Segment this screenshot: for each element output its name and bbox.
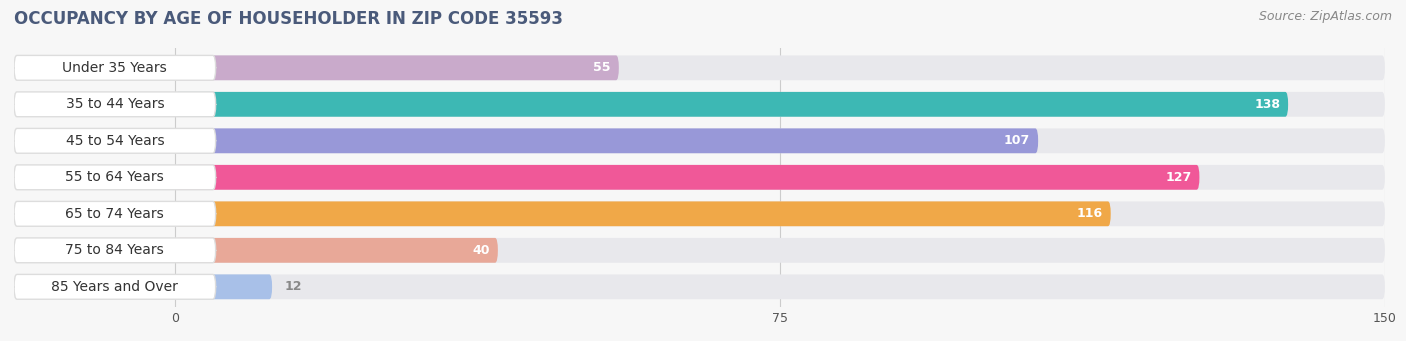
FancyBboxPatch shape	[176, 238, 498, 263]
FancyBboxPatch shape	[14, 275, 215, 299]
FancyBboxPatch shape	[176, 55, 619, 80]
Text: 40: 40	[472, 244, 489, 257]
FancyBboxPatch shape	[14, 129, 215, 153]
Text: 127: 127	[1166, 171, 1191, 184]
FancyBboxPatch shape	[176, 129, 1385, 153]
Text: 75 to 84 Years: 75 to 84 Years	[66, 243, 165, 257]
Text: 45 to 54 Years: 45 to 54 Years	[66, 134, 165, 148]
FancyBboxPatch shape	[176, 275, 1385, 299]
FancyBboxPatch shape	[176, 92, 1288, 117]
FancyBboxPatch shape	[14, 202, 215, 226]
FancyBboxPatch shape	[14, 92, 215, 117]
Text: 138: 138	[1254, 98, 1279, 111]
Text: Source: ZipAtlas.com: Source: ZipAtlas.com	[1258, 10, 1392, 23]
Text: Under 35 Years: Under 35 Years	[62, 61, 167, 75]
FancyBboxPatch shape	[176, 202, 1111, 226]
FancyBboxPatch shape	[14, 55, 215, 80]
FancyBboxPatch shape	[176, 202, 1385, 226]
FancyBboxPatch shape	[176, 275, 273, 299]
FancyBboxPatch shape	[176, 92, 1385, 117]
FancyBboxPatch shape	[176, 165, 1199, 190]
Text: 116: 116	[1077, 207, 1102, 220]
Text: 35 to 44 Years: 35 to 44 Years	[66, 97, 165, 111]
Text: 65 to 74 Years: 65 to 74 Years	[66, 207, 165, 221]
FancyBboxPatch shape	[176, 129, 1038, 153]
Text: 12: 12	[284, 280, 302, 293]
Text: 55 to 64 Years: 55 to 64 Years	[66, 170, 165, 184]
Text: 55: 55	[593, 61, 610, 74]
FancyBboxPatch shape	[176, 238, 1385, 263]
Text: 107: 107	[1004, 134, 1031, 147]
Text: 85 Years and Over: 85 Years and Over	[52, 280, 179, 294]
FancyBboxPatch shape	[14, 165, 215, 190]
FancyBboxPatch shape	[176, 55, 1385, 80]
FancyBboxPatch shape	[176, 165, 1385, 190]
Text: OCCUPANCY BY AGE OF HOUSEHOLDER IN ZIP CODE 35593: OCCUPANCY BY AGE OF HOUSEHOLDER IN ZIP C…	[14, 10, 562, 28]
FancyBboxPatch shape	[14, 238, 215, 263]
